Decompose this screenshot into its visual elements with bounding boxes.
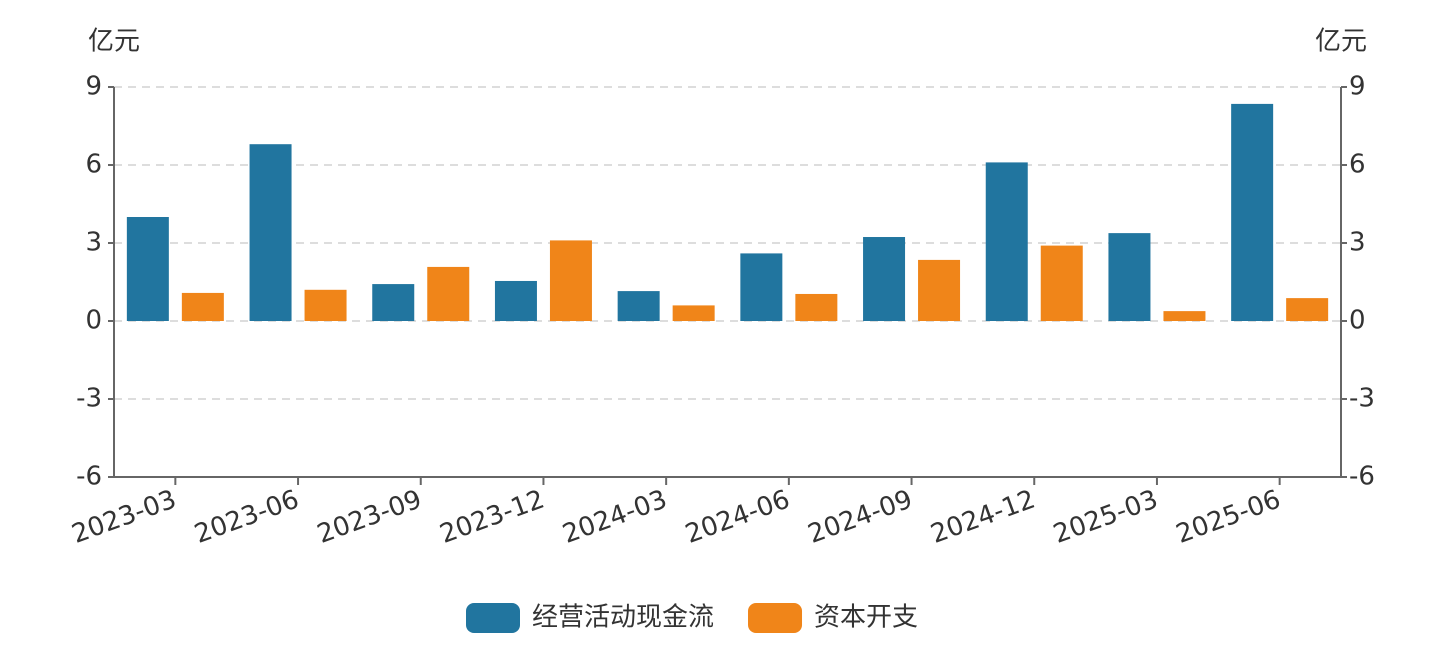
legend-label: 资本开支 xyxy=(814,603,918,633)
bar xyxy=(249,144,292,321)
x-tick-label: 2024-03 xyxy=(559,484,671,549)
y-tick-label: 3 xyxy=(85,228,102,258)
y-tick-label: 6 xyxy=(85,150,102,180)
legend-swatch xyxy=(466,603,520,633)
x-tick-label: 2023-03 xyxy=(68,484,180,549)
x-tick-label: 2024-12 xyxy=(927,484,1039,549)
bar xyxy=(795,293,838,321)
y-tick-label: -6 xyxy=(76,462,102,492)
y-tick-label: -3 xyxy=(76,384,102,414)
bar xyxy=(372,284,415,321)
x-tick-label: 2023-09 xyxy=(313,484,425,549)
x-tick-label: 2024-09 xyxy=(804,484,916,549)
bar xyxy=(1286,298,1329,321)
bar xyxy=(740,253,783,321)
y-tick-label: 0 xyxy=(85,306,102,336)
bar xyxy=(985,162,1028,321)
bar xyxy=(1163,311,1206,321)
bar xyxy=(918,259,961,321)
y2-tick-label: 9 xyxy=(1349,72,1366,102)
y2-unit: 亿元 xyxy=(1315,27,1367,57)
bar xyxy=(1108,233,1151,321)
bar xyxy=(304,289,347,321)
bar xyxy=(1231,103,1274,322)
bar xyxy=(617,291,660,321)
bar xyxy=(863,237,906,321)
bar xyxy=(427,266,470,321)
y-tick-label: 9 xyxy=(85,72,102,102)
x-tick-label: 2023-12 xyxy=(436,484,548,549)
y-unit: 亿元 xyxy=(88,27,140,57)
legend-swatch xyxy=(748,603,803,633)
y2-tick-label: -6 xyxy=(1349,462,1375,492)
bar xyxy=(672,305,715,321)
bar xyxy=(549,240,592,321)
y2-tick-label: 6 xyxy=(1349,150,1366,180)
legend-label: 经营活动现金流 xyxy=(532,603,714,633)
x-tick-label: 2024-06 xyxy=(681,484,793,549)
x-tick-label: 2025-06 xyxy=(1172,484,1284,549)
bar xyxy=(1040,245,1083,321)
bar xyxy=(181,292,224,321)
x-tick-label: 2023-06 xyxy=(191,484,303,549)
y2-tick-label: 3 xyxy=(1349,228,1366,258)
x-tick-label: 2025-03 xyxy=(1050,484,1162,549)
bar xyxy=(126,217,169,321)
bar xyxy=(494,280,537,321)
y2-tick-label: 0 xyxy=(1349,306,1366,336)
y2-tick-label: -3 xyxy=(1349,384,1375,414)
